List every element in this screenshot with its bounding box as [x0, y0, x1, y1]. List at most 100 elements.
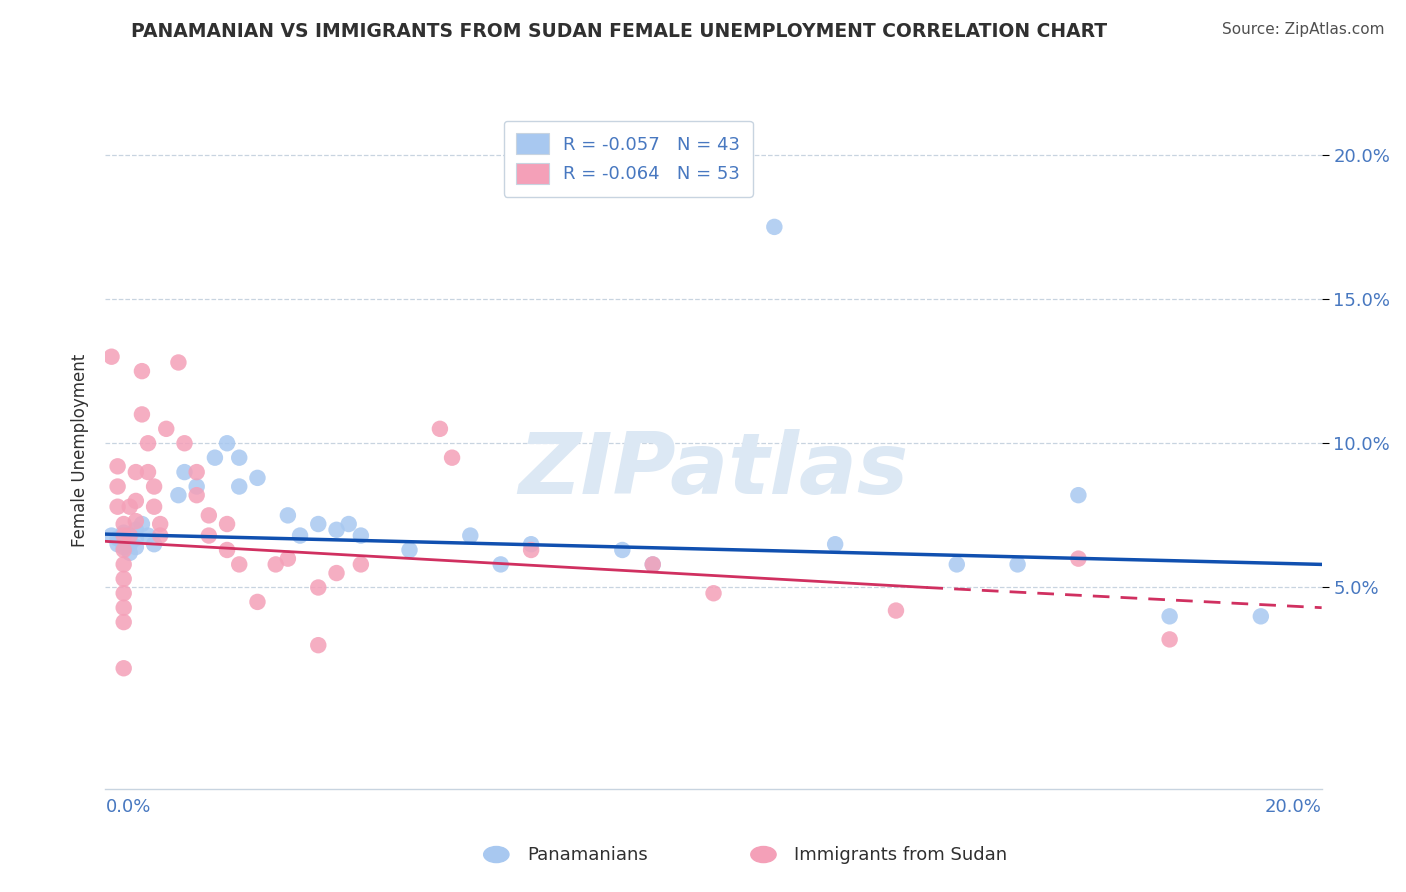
- Point: [489, 558, 512, 572]
- Point: [173, 436, 195, 450]
- Point: [204, 450, 226, 465]
- Point: [264, 558, 287, 572]
- Point: [136, 528, 159, 542]
- Point: [307, 581, 329, 595]
- Point: [131, 408, 153, 422]
- Point: [945, 558, 967, 572]
- Point: [118, 528, 141, 542]
- Point: [131, 364, 153, 378]
- Point: [337, 516, 360, 531]
- Point: [186, 465, 208, 479]
- Point: [198, 528, 221, 542]
- Point: [325, 523, 347, 537]
- Point: [112, 600, 135, 615]
- Point: [520, 543, 543, 558]
- Point: [107, 479, 129, 493]
- Point: [246, 471, 269, 485]
- Point: [307, 638, 329, 652]
- Point: [763, 219, 786, 234]
- Point: [441, 450, 464, 465]
- Point: [112, 525, 135, 540]
- Point: [131, 516, 153, 531]
- Point: [246, 595, 269, 609]
- Point: [350, 558, 373, 572]
- Point: [107, 532, 129, 546]
- Text: Source: ZipAtlas.com: Source: ZipAtlas.com: [1222, 22, 1385, 37]
- Point: [125, 532, 148, 546]
- Text: Panamanians: Panamanians: [527, 846, 648, 863]
- Y-axis label: Female Unemployment: Female Unemployment: [72, 354, 90, 547]
- Point: [217, 436, 239, 450]
- Point: [107, 537, 129, 551]
- Point: [149, 528, 172, 542]
- Point: [612, 543, 634, 558]
- Point: [112, 615, 135, 629]
- Point: [149, 516, 172, 531]
- Point: [100, 350, 122, 364]
- Point: [112, 558, 135, 572]
- Point: [429, 422, 451, 436]
- Point: [125, 540, 148, 554]
- Point: [118, 537, 141, 551]
- Point: [884, 603, 907, 617]
- Point: [112, 543, 135, 558]
- Point: [228, 450, 250, 465]
- Point: [143, 537, 166, 551]
- Point: [112, 540, 135, 554]
- Point: [107, 459, 129, 474]
- Point: [125, 514, 148, 528]
- Point: [167, 355, 190, 369]
- Text: 20.0%: 20.0%: [1265, 798, 1322, 816]
- Point: [228, 558, 250, 572]
- Point: [458, 528, 481, 542]
- Point: [112, 586, 135, 600]
- Point: [125, 465, 148, 479]
- Text: Immigrants from Sudan: Immigrants from Sudan: [794, 846, 1008, 863]
- Text: PANAMANIAN VS IMMIGRANTS FROM SUDAN FEMALE UNEMPLOYMENT CORRELATION CHART: PANAMANIAN VS IMMIGRANTS FROM SUDAN FEMA…: [131, 22, 1107, 41]
- Point: [228, 479, 250, 493]
- Point: [112, 661, 135, 675]
- Point: [167, 488, 190, 502]
- Point: [277, 551, 299, 566]
- Point: [217, 516, 239, 531]
- Point: [217, 543, 239, 558]
- Point: [350, 528, 373, 542]
- Point: [398, 543, 420, 558]
- Point: [118, 546, 141, 560]
- Point: [112, 572, 135, 586]
- Text: ZIPatlas: ZIPatlas: [519, 429, 908, 512]
- Point: [824, 537, 846, 551]
- Point: [186, 488, 208, 502]
- Point: [173, 465, 195, 479]
- Point: [125, 494, 148, 508]
- Point: [125, 523, 148, 537]
- Point: [100, 528, 122, 542]
- Point: [136, 465, 159, 479]
- Legend: R = -0.057   N = 43, R = -0.064   N = 53: R = -0.057 N = 43, R = -0.064 N = 53: [503, 120, 754, 196]
- Point: [1159, 632, 1181, 647]
- Point: [1067, 488, 1090, 502]
- Point: [118, 500, 141, 514]
- Point: [107, 500, 129, 514]
- Point: [198, 508, 221, 523]
- Point: [1067, 551, 1090, 566]
- Text: 0.0%: 0.0%: [105, 798, 150, 816]
- Point: [1159, 609, 1181, 624]
- Point: [112, 528, 135, 542]
- Point: [112, 534, 135, 549]
- Point: [118, 528, 141, 542]
- Point: [307, 516, 329, 531]
- Point: [112, 516, 135, 531]
- Point: [641, 558, 664, 572]
- Point: [520, 537, 543, 551]
- Point: [136, 436, 159, 450]
- Point: [143, 479, 166, 493]
- Point: [288, 528, 311, 542]
- Point: [186, 479, 208, 493]
- Point: [1250, 609, 1272, 624]
- Point: [1007, 558, 1029, 572]
- Point: [702, 586, 725, 600]
- Point: [641, 558, 664, 572]
- Point: [277, 508, 299, 523]
- Point: [143, 500, 166, 514]
